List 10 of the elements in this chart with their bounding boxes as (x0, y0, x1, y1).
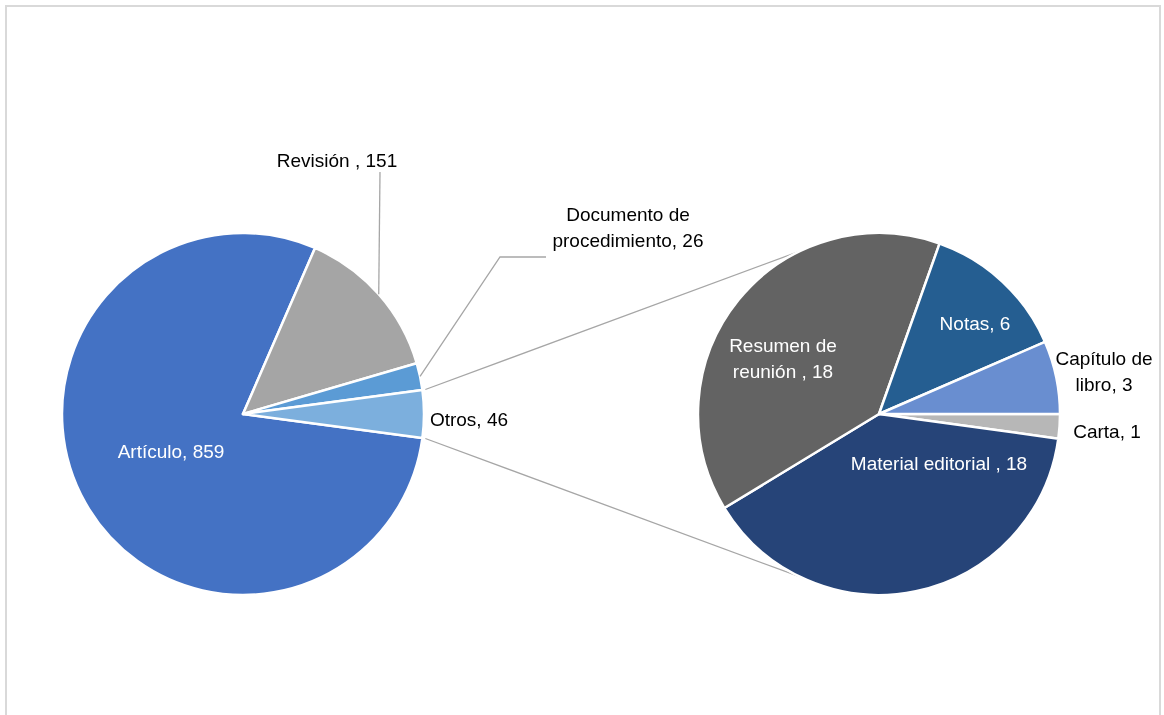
slice-label: Material editorial , 18 (850, 452, 1028, 474)
slice-label: Otros, 46 (429, 408, 509, 430)
slice-label: Resumen de reunión , 18 (729, 334, 837, 382)
pie-slice (61, 231, 424, 597)
slice-label: Documento de procedimiento, 26 (552, 203, 704, 251)
slice-label: Carta, 1 (1073, 420, 1141, 442)
slice-label: Artículo, 859 (117, 440, 225, 462)
slice-label: Notas, 6 (939, 312, 1011, 334)
slice-label: Capítulo de libro, 3 (1055, 347, 1153, 395)
slice-label: Revisión , 151 (276, 149, 398, 171)
